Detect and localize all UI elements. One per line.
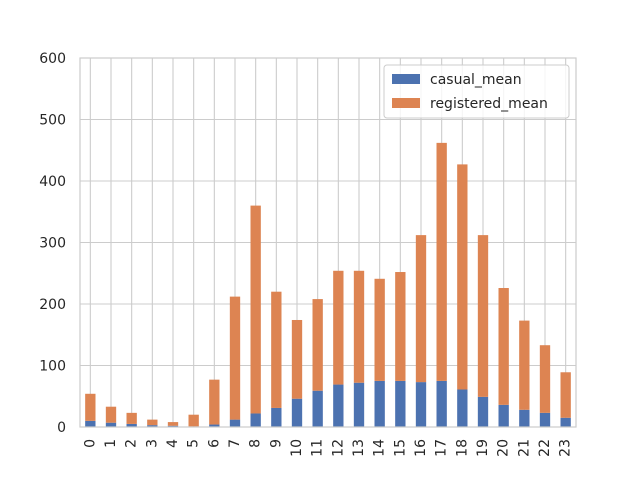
legend-swatch-casual-mean xyxy=(392,74,420,84)
bar-registered-mean xyxy=(105,406,117,423)
x-tick-label: 3 xyxy=(144,439,160,448)
bar-registered-mean xyxy=(167,422,179,426)
bar-casual-mean xyxy=(167,425,179,427)
x-tick-label: 2 xyxy=(124,439,140,448)
bar-registered-mean xyxy=(560,372,571,418)
bar-casual-mean xyxy=(250,413,261,427)
y-tick-label: 200 xyxy=(39,297,66,313)
bar-casual-mean xyxy=(374,380,385,427)
bar-registered-mean xyxy=(395,272,406,381)
bar-registered-mean xyxy=(291,319,303,399)
x-tick-label: 23 xyxy=(558,439,574,457)
legend-box xyxy=(383,64,570,119)
bars xyxy=(85,142,571,427)
bar-registered-mean xyxy=(498,288,509,405)
bar-registered-mean xyxy=(539,345,551,413)
bar-registered-mean xyxy=(519,320,530,410)
bar-casual-mean xyxy=(209,424,220,427)
bar-registered-mean xyxy=(85,393,96,421)
x-tick-label: 21 xyxy=(516,439,532,457)
x-tick-label: 15 xyxy=(392,439,408,457)
y-tick-label: 0 xyxy=(57,420,66,436)
x-tick-label: 17 xyxy=(434,439,450,457)
bar-registered-mean xyxy=(353,270,365,383)
x-tick-label: 20 xyxy=(496,439,512,457)
bar-casual-mean xyxy=(477,396,489,427)
bar-registered-mean xyxy=(229,296,241,420)
bar-registered-mean xyxy=(126,412,137,424)
x-tick-label: 8 xyxy=(248,439,264,448)
bar-casual-mean xyxy=(457,389,468,427)
bar-casual-mean xyxy=(312,390,323,427)
bar-casual-mean xyxy=(126,423,137,427)
legend: casual_mean registered_mean xyxy=(383,64,570,119)
bar-casual-mean xyxy=(147,425,158,427)
x-tick-label: 5 xyxy=(186,439,202,448)
bar-casual-mean xyxy=(229,419,241,427)
bar-casual-mean xyxy=(539,412,551,427)
y-tick-label: 600 xyxy=(39,51,66,67)
x-tick-label: 16 xyxy=(413,439,429,457)
bar-casual-mean xyxy=(498,404,509,427)
bar-casual-mean xyxy=(271,407,282,427)
bar-casual-mean xyxy=(333,384,344,427)
y-tick-label: 100 xyxy=(39,359,66,375)
x-tick-label: 14 xyxy=(372,439,388,457)
y-axis-tick-labels: 0 100 200 300 400 500 600 xyxy=(39,51,66,436)
plot-frame xyxy=(79,57,577,428)
x-axis-tick-labels: 0 1 2 3 4 5 6 7 8 9 10 11 12 13 14 15 16 17 18 19 20 21 22 23 xyxy=(82,439,573,457)
x-tick-label: 7 xyxy=(227,439,243,448)
x-tick-label: 18 xyxy=(454,439,470,457)
bar-registered-mean xyxy=(271,291,282,408)
bar-registered-mean xyxy=(436,142,447,381)
bar-casual-mean xyxy=(291,398,303,427)
bar-casual-mean xyxy=(353,382,365,427)
bar-registered-mean xyxy=(250,205,261,414)
bar-registered-mean xyxy=(333,270,344,385)
x-tick-label: 0 xyxy=(82,439,98,448)
legend-swatch-registered-mean xyxy=(392,98,420,108)
y-tick-label: 500 xyxy=(39,113,66,129)
bar-registered-mean xyxy=(209,379,220,425)
x-tick-label: 19 xyxy=(475,439,491,457)
x-tick-label: 1 xyxy=(103,439,119,448)
x-tick-label: 4 xyxy=(165,439,181,448)
bar-registered-mean xyxy=(457,164,468,390)
y-tick-label: 400 xyxy=(39,174,66,190)
x-tick-label: 6 xyxy=(206,439,222,448)
bar-casual-mean xyxy=(519,409,530,427)
x-tick-label: 13 xyxy=(351,439,367,457)
bar-registered-mean xyxy=(415,235,427,383)
bar-registered-mean xyxy=(374,278,385,381)
bar-casual-mean xyxy=(85,420,96,427)
bar-casual-mean xyxy=(436,380,447,427)
x-tick-label: 11 xyxy=(310,439,326,457)
x-tick-label: 9 xyxy=(268,439,284,448)
bar-registered-mean xyxy=(477,235,489,397)
x-tick-label: 12 xyxy=(330,439,346,457)
x-tick-label: 10 xyxy=(289,439,305,457)
legend-label-registered-mean: registered_mean xyxy=(430,96,548,112)
bar-registered-mean xyxy=(312,299,323,391)
bar-casual-mean xyxy=(395,380,406,427)
y-tick-label: 300 xyxy=(39,236,66,252)
bar-casual-mean xyxy=(415,382,427,427)
legend-label-casual-mean: casual_mean xyxy=(430,72,522,88)
bar-casual-mean xyxy=(105,422,117,427)
bar-registered-mean xyxy=(147,419,158,426)
bar-casual-mean xyxy=(560,417,571,427)
bar-registered-mean xyxy=(188,414,199,427)
x-tick-label: 22 xyxy=(537,439,553,457)
